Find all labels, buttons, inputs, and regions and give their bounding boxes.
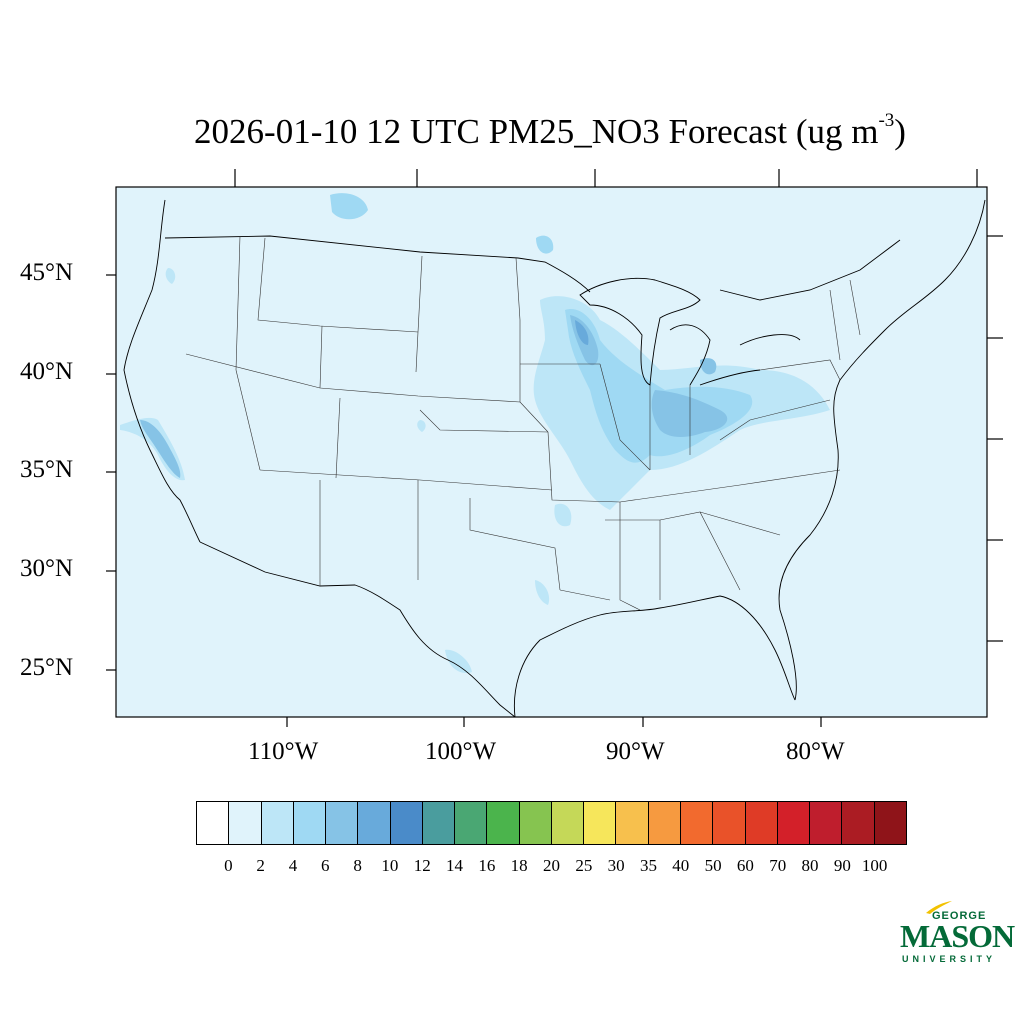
colorbar-box [358, 802, 391, 844]
colorbar-box [680, 802, 714, 844]
colorbar-tick-label: 16 [478, 856, 496, 875]
concentration-canada [330, 193, 554, 254]
colorbar-tick-label: 90 [833, 856, 851, 875]
border-mexico [199, 541, 516, 718]
colorbar-box [874, 802, 906, 844]
colorbar-tick-label: 80 [801, 856, 819, 875]
colorbar-tick-label: 60 [736, 856, 754, 875]
concentration-south [554, 460, 622, 527]
coastline-east [778, 199, 986, 701]
lat-label-35: 35°N [20, 456, 74, 483]
lon-label-80w: 80°W [786, 738, 845, 765]
colorbar-tick-label: 8 [353, 856, 362, 875]
great-lakes [579, 277, 801, 386]
colorbar-box [455, 802, 488, 844]
colorbar-box [293, 802, 327, 844]
concentration-midwest-dark [570, 315, 728, 437]
colorbar-box [842, 802, 875, 844]
lon-label-110w: 110°W [248, 738, 319, 765]
map-background [116, 187, 987, 717]
lat-label-25: 25°N [20, 654, 74, 681]
colorbar-box [551, 802, 585, 844]
lat-label-30: 30°N [20, 555, 74, 582]
concentration-midwest-darker [575, 320, 589, 345]
colorbar-tick-label: 18 [510, 856, 528, 875]
colorbar-box [390, 802, 423, 844]
logo-main-text: MASON [900, 918, 1015, 954]
border-canada [164, 235, 901, 301]
colorbar-box [777, 802, 811, 844]
colorbar-tick-label: 40 [672, 856, 690, 875]
colorbar-tick-label: 6 [321, 856, 330, 875]
coastline-gulf [513, 595, 796, 718]
lat-label-45: 45°N [20, 259, 74, 286]
map-title: 2026-01-10 12 UTC PM25_NO3 Forecast (ug … [194, 110, 906, 151]
colorbar-box [745, 802, 778, 844]
colorbar [196, 801, 907, 845]
colorbar-box [519, 802, 552, 844]
lon-label-90w: 90°W [606, 738, 665, 765]
colorbar-tick-label: 4 [288, 856, 298, 875]
colorbar-box [326, 802, 359, 844]
colorbar-box [713, 802, 746, 844]
logo-bottom-text: UNIVERSITY [902, 954, 997, 964]
state-lines [185, 235, 861, 611]
boundaries [123, 199, 986, 718]
colorbar-box [616, 802, 649, 844]
colorbar-box [810, 802, 843, 844]
concentration-california-dark [140, 420, 181, 478]
colorbar-tick-label: 12 [413, 856, 431, 875]
logo-swoosh-icon [926, 901, 952, 914]
colorbar-tick-label: 100 [861, 856, 888, 875]
colorbar-tick-label: 30 [607, 856, 625, 875]
colorbar-tick-label: 70 [769, 856, 787, 875]
colorbar-box [422, 802, 456, 844]
coastline-west [123, 199, 201, 543]
colorbar-tick-label: 35 [639, 856, 657, 875]
colorbar-box [584, 802, 617, 844]
colorbar-box [229, 802, 262, 844]
map-frame [115, 186, 988, 718]
colorbar-tick-label: 14 [446, 856, 464, 875]
gmu-logo: GEORGE MASON UNIVERSITY [900, 900, 1015, 970]
lat-label-40: 40°N [20, 358, 74, 385]
colorbar-tick-label: 20 [543, 856, 560, 875]
colorbar-tick-label: 0 [224, 856, 233, 875]
colorbar-box [197, 802, 230, 844]
colorbar-box [261, 802, 294, 844]
colorbar-tick-label: 25 [575, 856, 593, 875]
colorbar-box [487, 802, 520, 844]
colorbar-box [648, 802, 681, 844]
colorbar-tick-label: 10 [381, 856, 399, 875]
tick-marks [106, 169, 1003, 727]
logo-top-text: GEORGE [932, 910, 987, 922]
colorbar-tick-label: 50 [704, 856, 722, 875]
lon-label-100w: 100°W [425, 738, 497, 765]
colorbar-tick-label: 2 [256, 856, 265, 875]
